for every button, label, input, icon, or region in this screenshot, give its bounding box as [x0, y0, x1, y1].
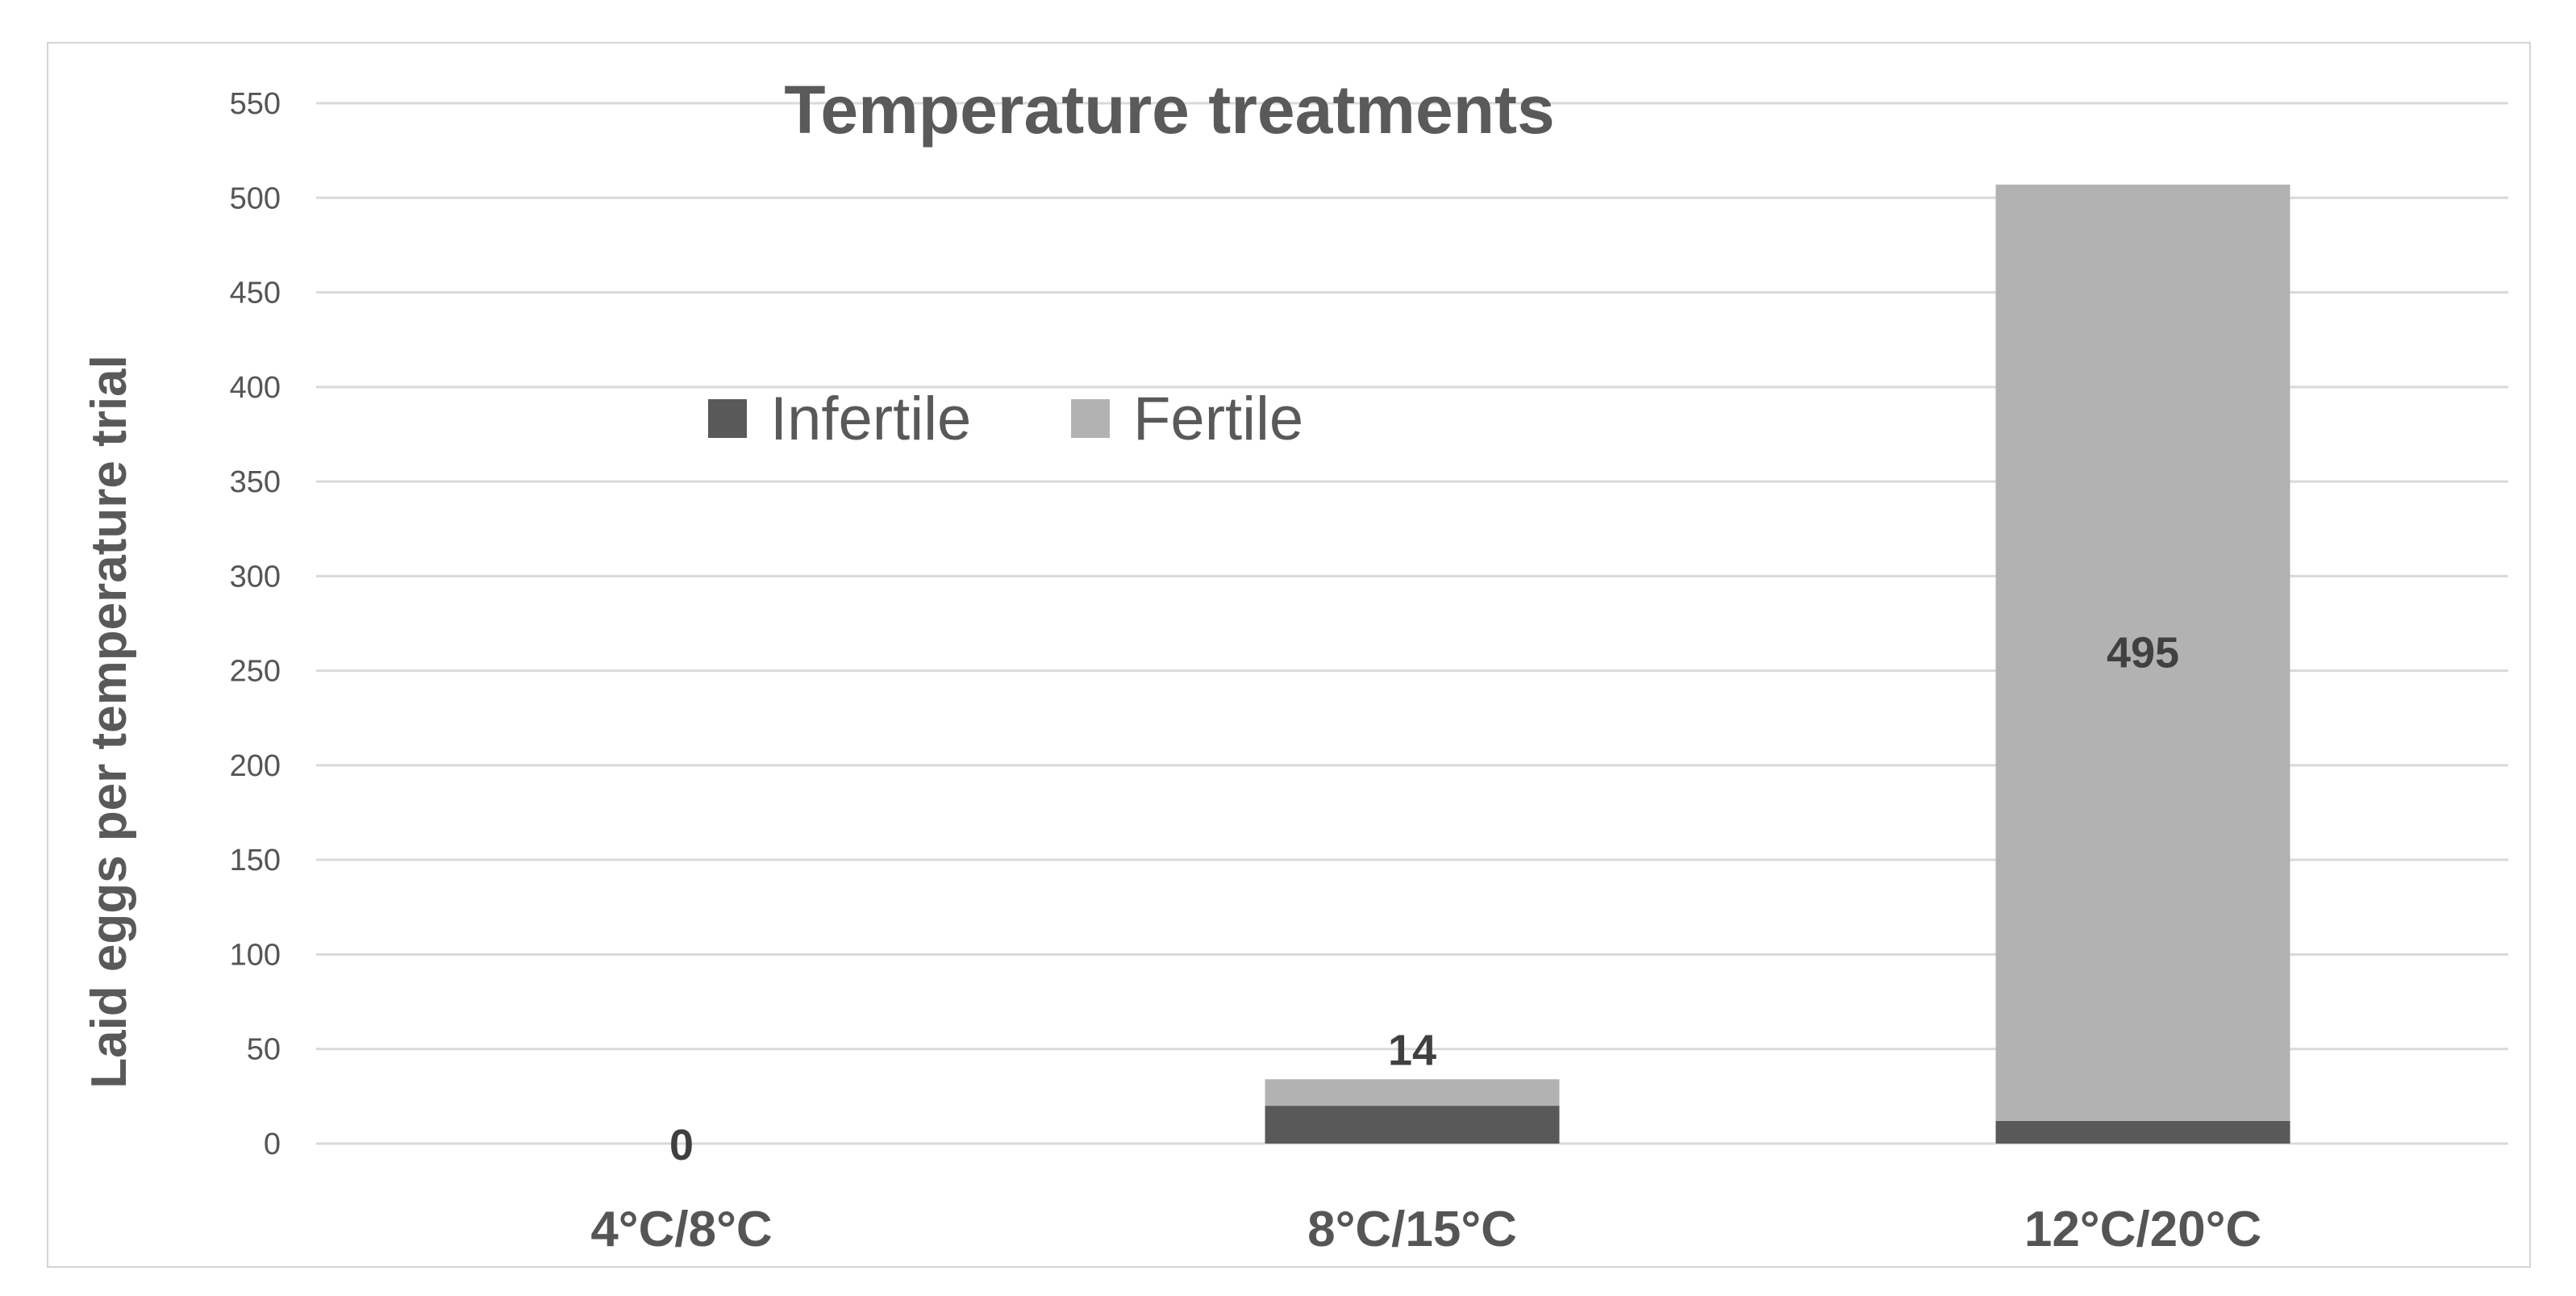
legend-label-infertile: Infertile: [770, 385, 971, 453]
y-tick-label: 350: [230, 465, 281, 499]
y-tick-label: 0: [264, 1127, 281, 1161]
data-label: 0: [669, 1121, 694, 1169]
bar-fertile-2: [1995, 184, 2290, 1121]
bar-infertile-2: [1995, 1120, 2290, 1144]
data-label: 495: [2107, 628, 2179, 677]
bars: [1265, 184, 2290, 1144]
y-tick-label: 400: [230, 371, 281, 405]
y-tick-label: 450: [230, 277, 281, 310]
bar-fertile-1: [1265, 1079, 1560, 1106]
data-label: 14: [1388, 1026, 1436, 1074]
y-tick-label: 100: [230, 938, 281, 972]
bar-infertile-1: [1265, 1106, 1560, 1144]
x-category-label: 12°C/20°C: [2024, 1202, 2261, 1257]
legend-label-fertile: Fertile: [1133, 385, 1303, 453]
legend: Infertile Fertile: [708, 385, 1303, 453]
y-tick-label: 150: [230, 844, 281, 877]
x-category-label: 4°C/8°C: [590, 1202, 772, 1257]
y-axis-ticks: 0 50 100 150 200 250 300 350 400 450 500 550: [230, 87, 281, 1161]
y-tick-label: 300: [230, 560, 281, 594]
chart-title: Temperature treatments: [784, 72, 1554, 148]
y-tick-label: 500: [230, 181, 281, 215]
legend-swatch-fertile: [1071, 399, 1110, 438]
x-axis-categories: 4°C/8°C 8°C/15°C 12°C/20°C: [590, 1202, 2261, 1257]
y-tick-label: 250: [230, 655, 281, 689]
legend-swatch-infertile: [708, 399, 747, 438]
y-tick-label: 50: [247, 1033, 281, 1067]
x-category-label: 8°C/15°C: [1307, 1202, 1517, 1257]
y-tick-label: 200: [230, 749, 281, 783]
data-labels: 0 14 495: [669, 628, 2179, 1169]
y-axis-label: Laid eggs per temperature trial: [81, 355, 137, 1089]
y-tick-label: 550: [230, 87, 281, 121]
